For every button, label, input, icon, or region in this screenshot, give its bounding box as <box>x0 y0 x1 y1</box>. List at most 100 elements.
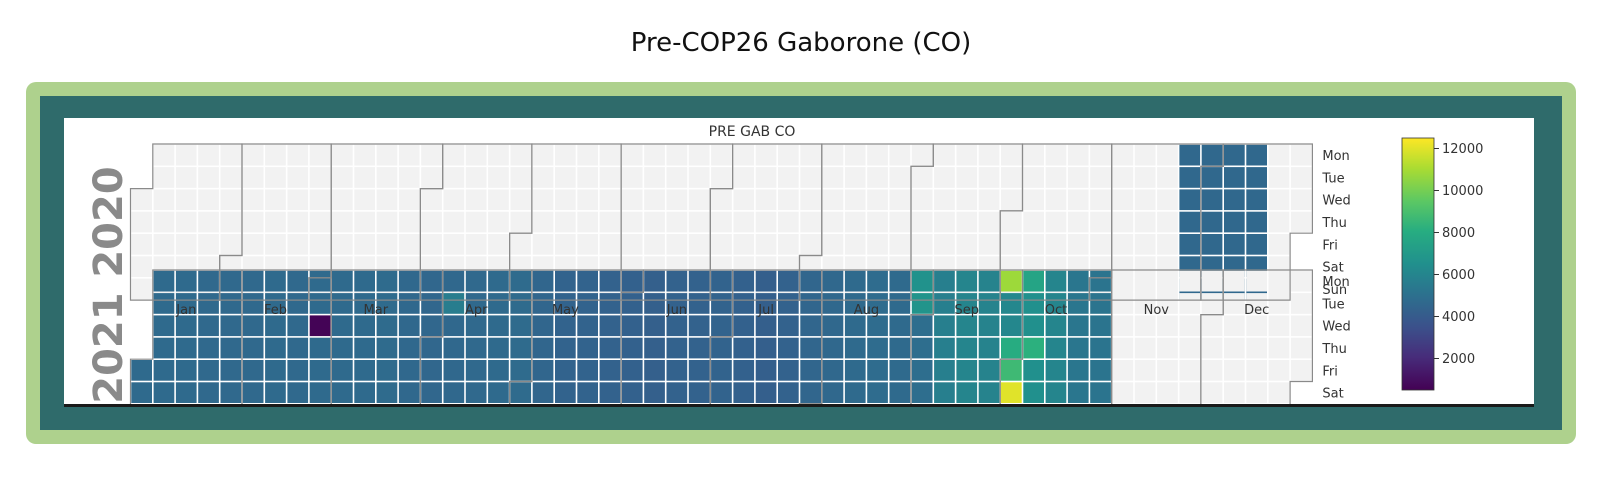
calendar-cell <box>1290 337 1312 359</box>
calendar-cell <box>1023 382 1044 403</box>
calendar-cell <box>1134 293 1156 314</box>
calendar-cell <box>1179 337 1201 359</box>
calendar-cell <box>711 167 732 188</box>
calendar-cell <box>621 382 643 403</box>
calendar-cell <box>332 211 353 233</box>
calendar-cell <box>1045 270 1067 292</box>
calendar-cell <box>1045 360 1067 381</box>
calendar-cell <box>1134 189 1156 211</box>
calendar-cell <box>265 234 286 255</box>
calendar-cell <box>733 270 755 292</box>
calendar-cell <box>332 337 353 359</box>
calendar-cell <box>287 144 309 166</box>
calendar-cell <box>978 144 1000 166</box>
calendar-cell <box>911 189 933 211</box>
calendar-cell <box>844 211 866 233</box>
calendar-cell <box>398 234 420 255</box>
weekday-label: Tue <box>1321 171 1344 186</box>
calendar-cell <box>1157 293 1178 314</box>
calendar-cell <box>1290 270 1312 292</box>
calendar-cell <box>532 270 554 292</box>
calendar-cell <box>287 360 309 381</box>
calendar-cell <box>198 337 219 359</box>
calendar-cell <box>398 293 420 314</box>
calendar-cell <box>911 144 933 166</box>
calendar-cell <box>153 144 175 166</box>
calendar-cell <box>867 211 888 233</box>
calendar-cell <box>911 234 933 255</box>
calendar-cell <box>733 144 755 166</box>
calendar-cell <box>867 234 888 255</box>
calendar-cell <box>1134 144 1156 166</box>
calendar-cell <box>421 234 442 255</box>
calendar-cell <box>421 211 442 233</box>
calendar-cell <box>198 360 219 381</box>
calendar-cell <box>934 360 955 381</box>
weekday-label: Sun <box>1322 283 1347 298</box>
calendar-cell <box>532 337 554 359</box>
calendar-cell <box>175 382 197 403</box>
calendar-cell <box>532 211 554 233</box>
calendar-cell <box>175 270 197 292</box>
calendar-cell <box>577 270 598 292</box>
calendar-cell <box>443 315 465 337</box>
calendar-cell <box>666 382 688 403</box>
calendar-cell <box>1290 293 1312 314</box>
calendar-cell <box>800 293 821 314</box>
calendar-cell <box>934 234 955 255</box>
calendar-cell <box>621 360 643 381</box>
weekday-label: Mon <box>1322 149 1349 164</box>
calendar-cell <box>1179 211 1201 233</box>
calendar-cell <box>1023 189 1044 211</box>
calendar-cell <box>198 144 219 166</box>
month-label: Sep <box>955 303 980 318</box>
calendar-cell <box>532 167 554 188</box>
calendar-cell <box>1067 189 1089 211</box>
calendar-cell <box>1067 144 1089 166</box>
calendar-cell <box>220 293 242 314</box>
calendar-cell <box>1001 144 1022 166</box>
calendar-cell <box>621 234 643 255</box>
calendar-cell <box>175 234 197 255</box>
calendar-heatmap: PRE GAB CO Jan Feb Mar Apr May Jun Jul Aug Sep Oc… <box>86 124 1483 404</box>
calendar-cell <box>755 360 777 381</box>
calendar-cell <box>644 382 665 403</box>
calendar-cell <box>1201 144 1223 166</box>
calendar-cell <box>175 315 197 337</box>
calendar-cell <box>555 382 576 403</box>
calendar-cell <box>1268 293 1290 314</box>
calendar-cell <box>1023 293 1044 314</box>
calendar-cell <box>1112 234 1134 255</box>
calendar-cell <box>1224 360 1245 381</box>
calendar-cell <box>1023 315 1044 337</box>
calendar-cell <box>889 293 911 314</box>
calendar-cell <box>978 167 1000 188</box>
calendar-cell <box>1023 360 1044 381</box>
calendar-cell <box>465 382 487 403</box>
weekday-label: Tue <box>1321 297 1344 312</box>
calendar-cell <box>867 337 888 359</box>
calendar-cell <box>644 270 665 292</box>
calendar-cell <box>287 337 309 359</box>
calendar-cell <box>867 360 888 381</box>
calendar-cell <box>1112 293 1134 314</box>
calendar-cell <box>733 167 755 188</box>
calendar-cell <box>934 382 955 403</box>
calendar-cell <box>844 382 866 403</box>
calendar-cell <box>465 167 487 188</box>
calendar-cell <box>488 167 509 188</box>
calendar-cell <box>1001 189 1022 211</box>
calendar-cell <box>800 382 821 403</box>
calendar-cell <box>443 234 465 255</box>
calendar-cell <box>844 315 866 337</box>
calendar-cell <box>1134 382 1156 403</box>
calendar-cell <box>198 211 219 233</box>
calendar-cell <box>398 315 420 337</box>
calendar-cell <box>1045 315 1067 337</box>
calendar-cell <box>309 189 331 211</box>
calendar-cell <box>376 144 398 166</box>
calendar-cell <box>889 211 911 233</box>
calendar-cell <box>688 211 710 233</box>
calendar-cell <box>398 144 420 166</box>
calendar-cell <box>1268 144 1290 166</box>
